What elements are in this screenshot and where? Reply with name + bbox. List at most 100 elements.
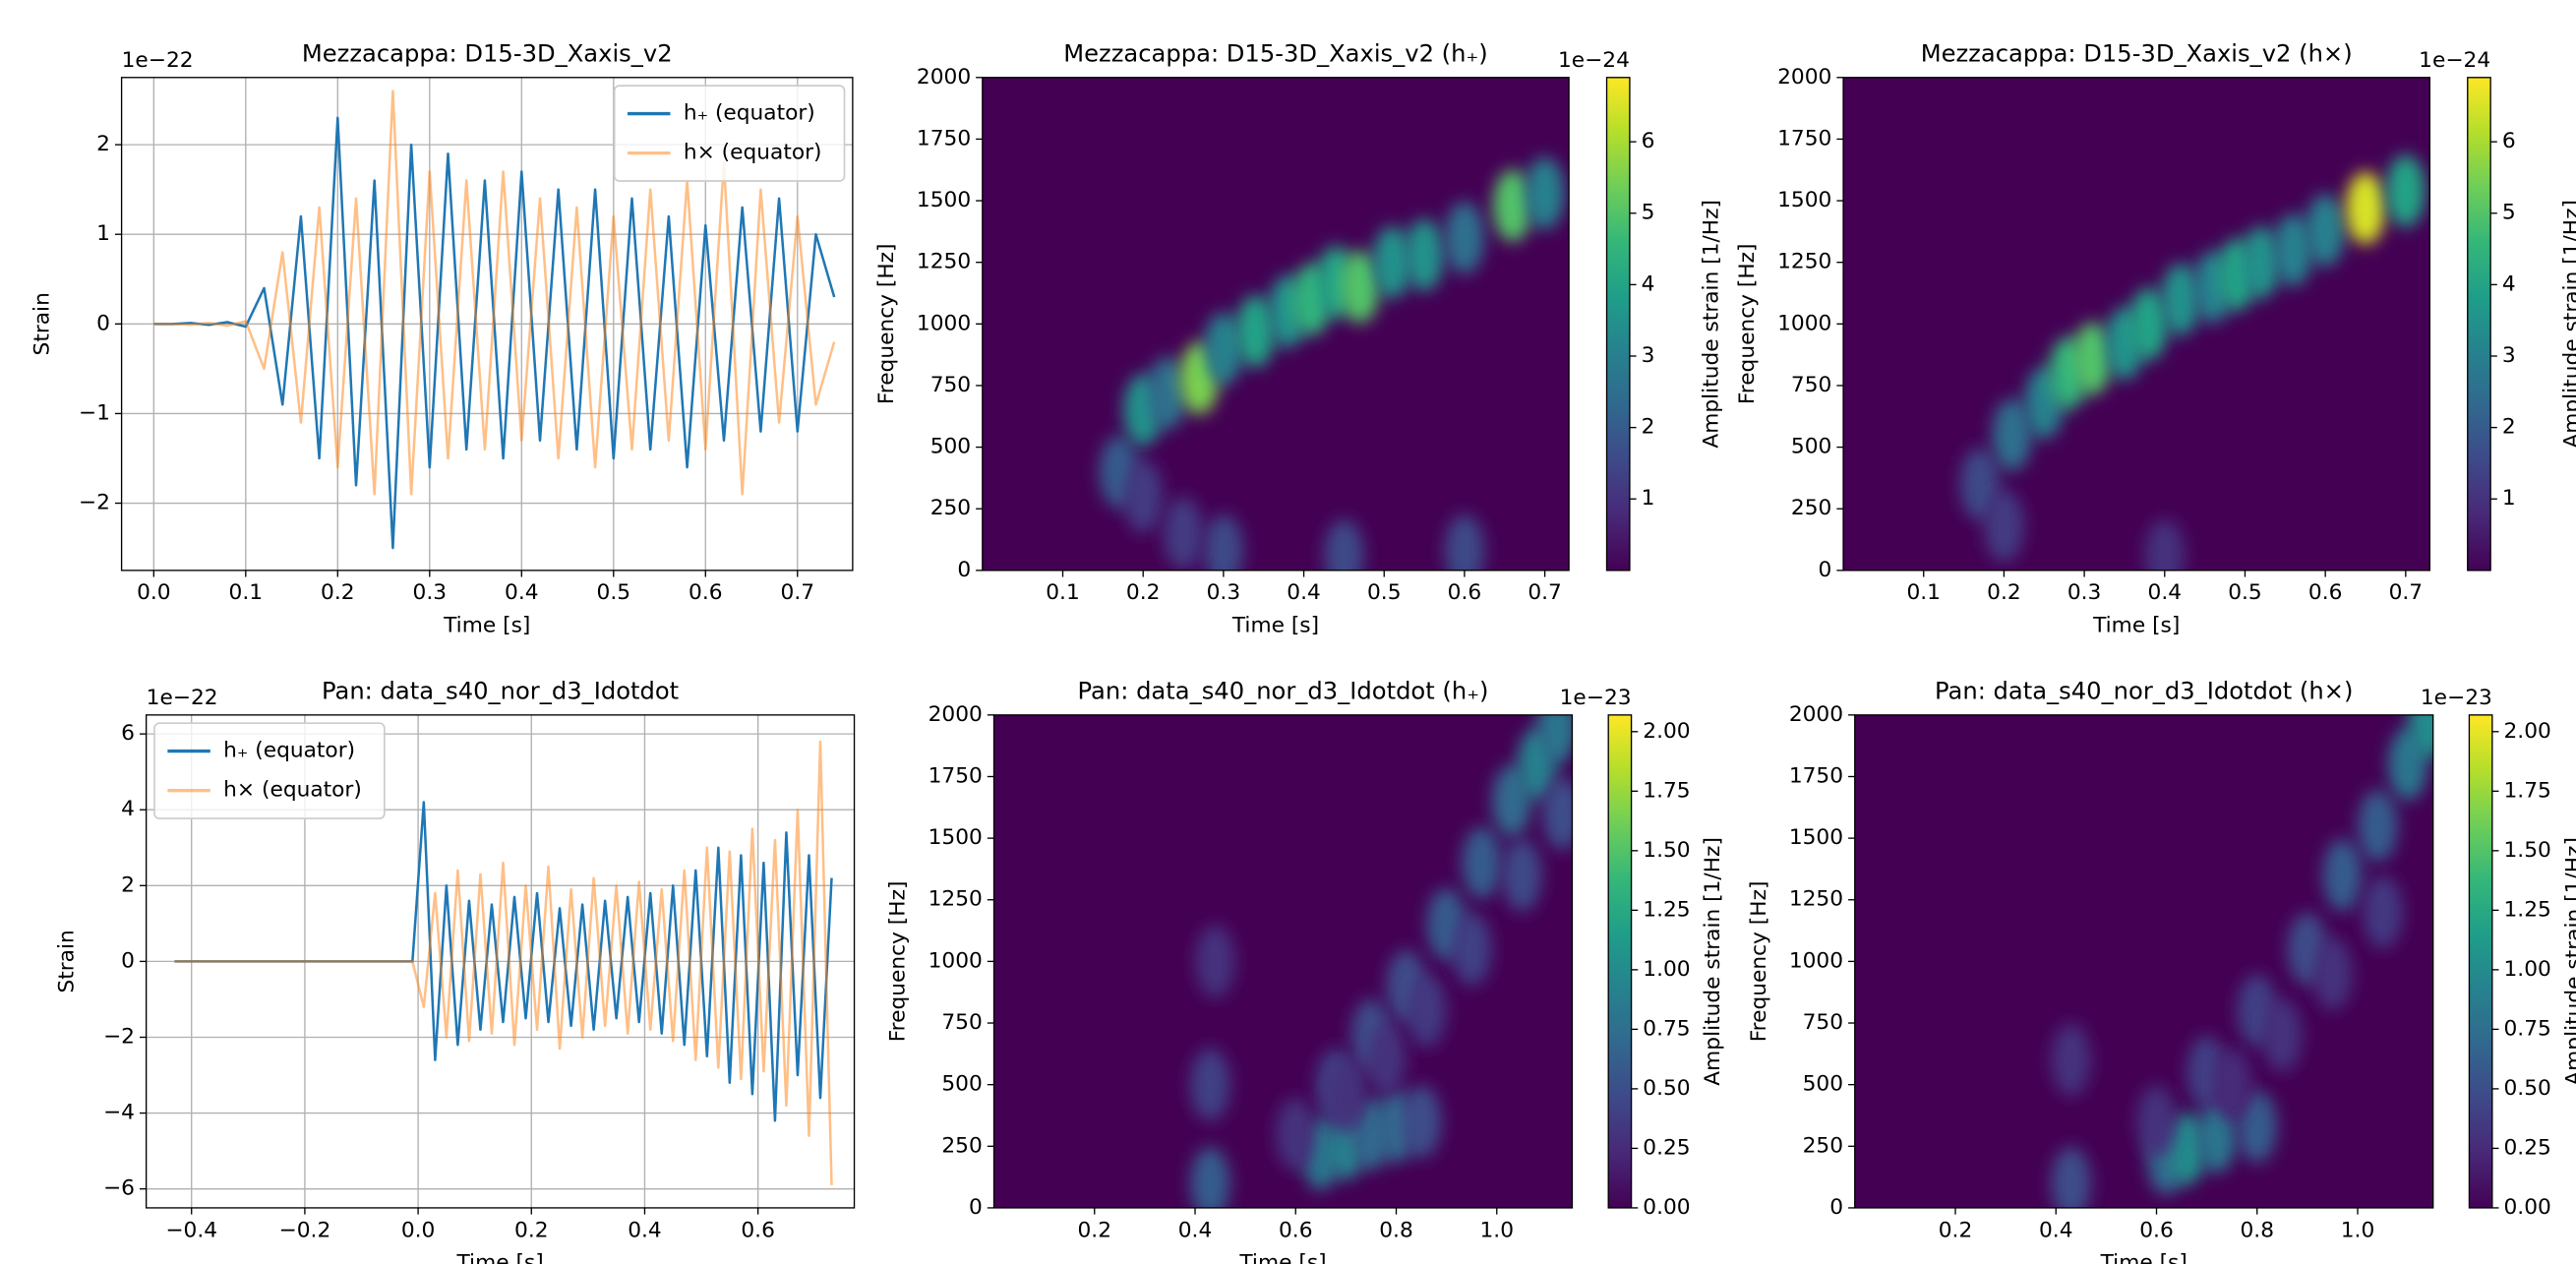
y-tick-label: 1750 (1777, 126, 1831, 150)
heatmap-blob (1452, 913, 1492, 986)
y-axis-label: Frequency [Hz] (1735, 243, 1760, 404)
chart-title: Mezzacappa: D15-3D_Xaxis_v2 (h×) (1921, 39, 2353, 67)
y-tick-label: 4 (121, 797, 135, 821)
heatmap-blob (1190, 1147, 1230, 1208)
x-tick-label: 0.6 (1448, 580, 1482, 605)
heatmap (1854, 714, 2433, 1208)
colorbar (2468, 714, 2493, 1209)
plot-frame (120, 77, 854, 572)
y-tick-label: 2000 (917, 65, 971, 90)
x-tick-label: 0.5 (2228, 580, 2262, 605)
heatmap-blob (1276, 1098, 1316, 1171)
heatmap-blob (1444, 514, 1484, 571)
colorbar-tick-label: 1.25 (2504, 897, 2551, 922)
heatmap-blob (2167, 1113, 2207, 1185)
heatmap (993, 714, 1573, 1208)
colorbar-tick-label: 1.25 (1643, 897, 1690, 922)
colorbar-tick-label: 2.00 (2504, 719, 2551, 744)
heatmap-blob (2306, 194, 2346, 267)
colorbar-label: Amplitude strain [1/Hz] (2560, 200, 2576, 449)
colorbar-tick-label: 6 (1642, 129, 1655, 153)
colorbar-tick-label: 4 (1642, 271, 1655, 296)
y-axis-label: Strain (30, 292, 54, 355)
y-tick-label: 1750 (917, 126, 971, 150)
x-tick-label: 0.6 (2139, 1218, 2174, 1242)
heatmap-blob (1542, 777, 1573, 850)
x-tick-label: 0.6 (2308, 580, 2343, 605)
colorbar-tick-label: 2.00 (1643, 719, 1690, 744)
legend-label: h× (equator) (223, 778, 362, 803)
y-tick-label: 0 (121, 948, 135, 973)
y-tick-label: 1750 (929, 763, 983, 788)
colorbar-tick-label: 3 (2502, 343, 2516, 368)
x-tick-label: 0.4 (1287, 580, 1321, 605)
y-tick-label: 250 (1791, 496, 1831, 520)
heatmap-blob (1163, 497, 1204, 571)
heatmap-blob (2161, 263, 2201, 336)
y-tick-label: 250 (1803, 1133, 1843, 1158)
colorbar-label: Amplitude strain [1/Hz] (1699, 200, 1723, 449)
chart-title: Pan: data_s40_nor_d3_Idotdot (h₊) (1078, 677, 1489, 704)
chart-title: Pan: data_s40_nor_d3_Idotdot (322, 677, 679, 704)
y-tick-label: 1250 (1777, 250, 1831, 274)
colorbar-tick-label: 1.75 (2504, 778, 2551, 803)
heatmap-blob (1984, 490, 2024, 563)
y-tick-label: 750 (1791, 373, 1831, 397)
heatmap (1843, 77, 2430, 571)
y-tick-label: 500 (941, 1072, 982, 1097)
colorbar-tick-label: 3 (1642, 343, 1655, 368)
x-axis-label: Time [s] (2100, 1251, 2187, 1264)
heatmap-blob (2237, 1090, 2277, 1164)
plot-frame (982, 77, 1570, 572)
colorbar (1605, 77, 1631, 572)
colorbar-tick-label: 4 (2502, 271, 2516, 296)
y-tick-label: 2000 (929, 702, 983, 727)
heatmap-blob (2408, 714, 2433, 759)
legend-label: h₊ (equator) (223, 739, 355, 763)
y-tick-label: 500 (930, 435, 971, 459)
heatmap-blob (2072, 322, 2113, 395)
y-tick-label: 0 (1819, 558, 1832, 582)
x-tick-label: 0.4 (1178, 1218, 1213, 1242)
x-tick-label: 0.2 (1126, 580, 1161, 605)
plot-frame (1854, 714, 2434, 1209)
y-tick-label: 1000 (917, 311, 971, 335)
heatmap-blob (1203, 514, 1243, 571)
y-axis-label: Strain (54, 930, 79, 993)
offset-label: 1e−24 (1558, 48, 1630, 73)
heatmap-blob (1402, 1085, 1442, 1158)
x-tick-label: 0.2 (321, 580, 355, 605)
heatmap-blob (1444, 201, 1484, 274)
colorbar-tick-label: 1 (2502, 486, 2516, 511)
x-axis-label: Time [s] (1231, 614, 1319, 638)
y-tick-label: 1 (96, 221, 110, 246)
heatmap-blob (2051, 1023, 2091, 1097)
y-tick-label: 1000 (1789, 948, 1843, 973)
y-tick-label: 750 (941, 1010, 982, 1035)
colorbar-tick-label: 0.50 (2504, 1076, 2551, 1101)
heatmap-blob (2345, 171, 2386, 245)
colorbar-tick-label: 0.25 (2504, 1135, 2551, 1160)
x-tick-label: 0.6 (741, 1218, 775, 1242)
x-tick-label: 0.8 (2240, 1218, 2274, 1242)
x-tick-label: 0.5 (1367, 580, 1402, 605)
y-tick-label: −2 (103, 1024, 135, 1049)
chart-title: Mezzacappa: D15-3D_Xaxis_v2 (h₊) (1063, 39, 1487, 67)
colorbar-tick-label: 2 (2502, 415, 2516, 440)
y-tick-label: 250 (941, 1133, 982, 1158)
heatmap-blob (2273, 213, 2313, 286)
y-tick-label: 1000 (929, 948, 983, 973)
plot-frame (1842, 77, 2431, 572)
colorbar-tick-label: 0.75 (1643, 1016, 1690, 1041)
x-tick-label: 0.7 (2389, 580, 2424, 605)
y-tick-label: 1500 (917, 188, 971, 212)
colorbar-tick-label: 2 (1642, 415, 1655, 440)
colorbar-tick-label: 1.50 (2504, 838, 2551, 863)
y-axis-label: Frequency [Hz] (1747, 881, 1771, 1043)
colorbar-tick-label: 1.75 (1643, 778, 1690, 803)
plot-frame (992, 714, 1574, 1209)
y-tick-label: 1250 (929, 887, 983, 912)
heatmap-blob (2385, 154, 2426, 227)
heatmap-blob (1462, 826, 1502, 899)
colorbar-tick-label: 0.25 (1643, 1135, 1690, 1160)
